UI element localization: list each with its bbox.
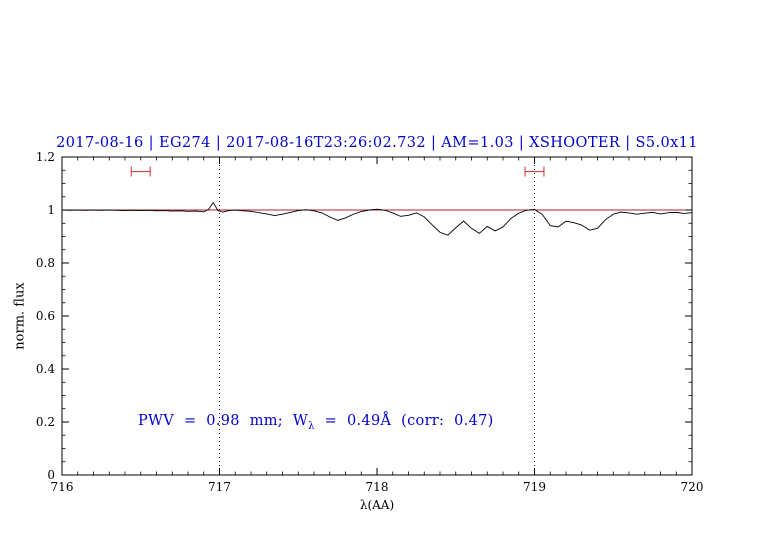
annotation-text-pre: PWV = 0.98 mm; W (138, 413, 309, 429)
x-tick-label: 716 (51, 480, 74, 494)
x-tick-label: 718 (366, 480, 389, 494)
y-tick-label: 0.6 (36, 309, 55, 323)
y-tick-label: 0.8 (36, 256, 55, 270)
annotation-text-post: = 0.49Å (corr: 0.47) (314, 413, 494, 429)
spectrum-line (61, 202, 693, 236)
y-axis-label: norm. flux (12, 282, 28, 350)
x-tick-label: 717 (208, 480, 231, 494)
x-axis-label: λ(AA) (359, 498, 395, 512)
y-tick-label: 1.2 (36, 150, 55, 164)
y-tick-label: 1 (47, 203, 55, 217)
y-tick-label: 0 (47, 468, 55, 482)
x-tick-label: 719 (523, 480, 546, 494)
y-tick-label: 0.4 (36, 362, 55, 376)
pwv-annotation: PWV = 0.98 mm; Wλ = 0.49Å (corr: 0.47) (138, 413, 494, 432)
x-tick-label: 720 (681, 480, 704, 494)
plot-title: 2017-08-16 | EG274 | 2017-08-16T23:26:02… (56, 135, 698, 151)
annotation-lambda-subscript: λ (308, 420, 315, 432)
y-tick-label: 0.2 (36, 415, 55, 429)
